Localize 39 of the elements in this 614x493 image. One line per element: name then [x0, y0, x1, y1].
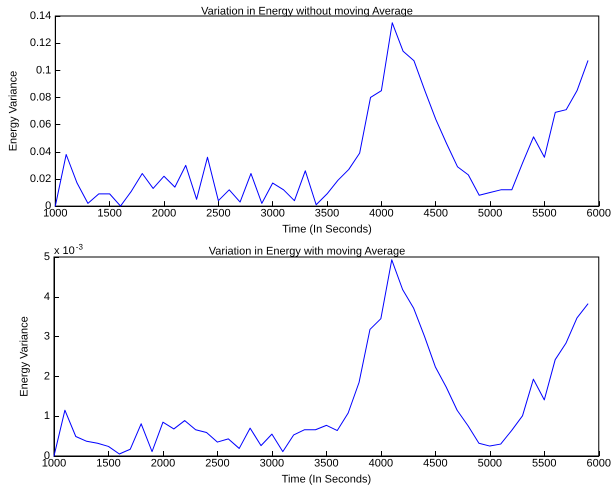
x-tick-label: 2500 — [206, 208, 231, 220]
y-tick-label: 5 — [44, 251, 50, 263]
x-tick-label: 2500 — [205, 458, 230, 470]
y-tick-label: 4 — [44, 290, 50, 303]
x-tick-label: 4500 — [423, 458, 448, 470]
x-tick-label: 4500 — [423, 208, 448, 220]
x-tick-label: 6000 — [586, 208, 612, 220]
x-tick-label: 2000 — [152, 208, 176, 220]
y-tick-label: 1 — [44, 410, 50, 422]
y-axis-title: Energy Variance — [8, 70, 20, 152]
chart-title: Variation in Energy with moving Average — [208, 246, 406, 258]
y-tick-label: 0.14 — [30, 10, 52, 22]
x-tick-label: 2000 — [150, 458, 176, 470]
y-tick-label: 3 — [44, 330, 50, 343]
line-series — [54, 259, 588, 456]
x-tick-label: 3500 — [314, 208, 340, 220]
x-tick-label: 5000 — [478, 458, 502, 470]
x-tick-label: 1500 — [96, 458, 121, 470]
y-axis-title: Energy Variance — [18, 316, 30, 397]
x-axis-title: Time (In Seconds) — [282, 473, 372, 486]
y-tick-label: 2 — [44, 370, 50, 382]
x-tick-label: 1500 — [97, 208, 122, 220]
y-tick-label: 0.1 — [36, 64, 52, 76]
x-axis-title: Time (In Seconds) — [282, 224, 372, 236]
line-series — [54, 22, 588, 207]
x-tick-label: 5500 — [532, 208, 557, 220]
x-tick-label: 3500 — [314, 458, 339, 470]
y-tick-label: 0.12 — [30, 37, 52, 50]
y-tick-label: 0.02 — [30, 172, 52, 185]
y-tick-label: 0.06 — [30, 118, 52, 131]
x-tick-label: 5000 — [478, 208, 502, 220]
y-tick-label: 0.04 — [30, 146, 52, 158]
x-tick-label: 4000 — [368, 458, 394, 470]
x-tick-label: 4000 — [369, 208, 394, 220]
y-tick-label: 0.08 — [30, 91, 52, 104]
x-tick-label: 3000 — [260, 208, 285, 220]
x-tick-label: 3000 — [260, 458, 284, 470]
x-tick-label: 5500 — [532, 458, 557, 470]
x-tick-label: 6000 — [586, 458, 612, 470]
